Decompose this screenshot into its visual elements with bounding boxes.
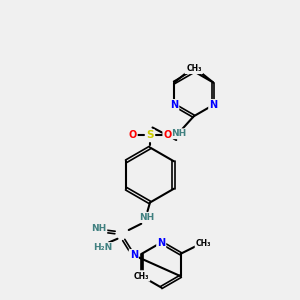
- Text: N: N: [170, 100, 178, 110]
- Text: N: N: [130, 250, 138, 260]
- Text: H₂N: H₂N: [93, 243, 112, 252]
- Text: N: N: [209, 100, 217, 110]
- Text: O: O: [164, 130, 172, 140]
- Text: NH: NH: [91, 224, 106, 233]
- Text: NH: NH: [139, 213, 154, 222]
- Text: CH₃: CH₃: [134, 272, 149, 281]
- Text: N: N: [157, 238, 165, 248]
- Text: NH: NH: [171, 129, 186, 138]
- Text: CH₃: CH₃: [185, 64, 201, 73]
- Text: S: S: [146, 130, 154, 140]
- Text: N: N: [138, 271, 146, 281]
- Text: CH₃: CH₃: [196, 239, 211, 248]
- Text: CH₃: CH₃: [187, 64, 202, 73]
- Text: O: O: [128, 130, 136, 140]
